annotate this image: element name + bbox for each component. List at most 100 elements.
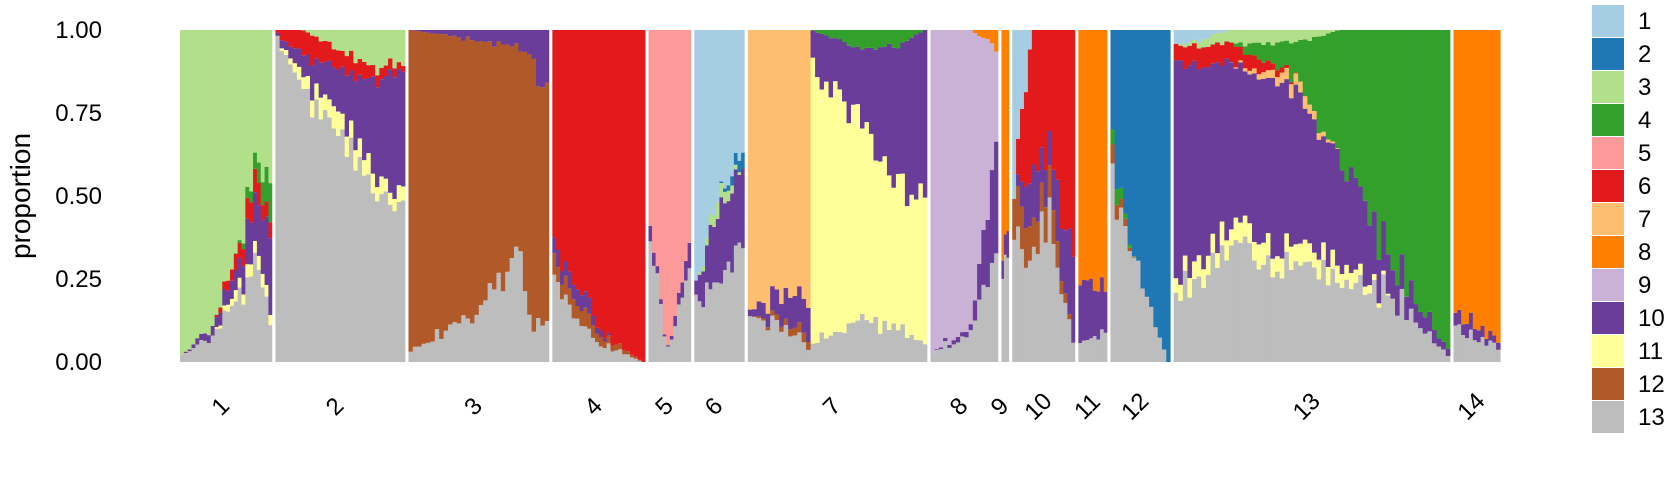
group-11	[1078, 30, 1108, 362]
segment-cluster-4	[1307, 40, 1313, 105]
segment-cluster-12	[417, 31, 423, 347]
segment-cluster-13	[824, 338, 830, 362]
segment-cluster-10	[960, 332, 965, 337]
segment-cluster-10	[448, 30, 454, 37]
segment-cluster-2	[741, 152, 746, 169]
segment-cluster-11	[226, 304, 231, 312]
segment-cluster-11	[357, 138, 363, 157]
segment-cluster-10	[801, 298, 807, 333]
segment-cluster-12	[408, 30, 414, 352]
segment-cluster-13	[1476, 342, 1482, 362]
legend-swatch-9	[1592, 269, 1624, 301]
segment-cluster-2	[730, 176, 735, 186]
segment-cluster-7	[770, 30, 776, 287]
segment-cluster-10	[470, 30, 476, 41]
segment-cluster-3	[349, 30, 354, 51]
segment-cluster-11	[1173, 278, 1179, 293]
segment-cluster-4	[891, 30, 897, 48]
segment-cluster-3	[245, 30, 250, 187]
segment-cluster-2	[1157, 30, 1163, 338]
segment-cluster-2	[1144, 30, 1150, 297]
segment-cluster-7	[774, 30, 780, 290]
segment-cluster-3	[362, 30, 367, 62]
segment-cluster-13	[408, 351, 414, 362]
legend-label-6: 6	[1638, 173, 1651, 200]
segment-cluster-6	[245, 197, 250, 219]
segment-cluster-13	[761, 320, 767, 362]
segment-cluster-13	[226, 311, 231, 362]
segment-cluster-10	[833, 38, 839, 82]
segment-cluster-12	[470, 40, 476, 324]
segment-cluster-11	[218, 325, 223, 329]
segment-cluster-10	[1003, 234, 1008, 255]
segment-cluster-8	[1476, 30, 1482, 331]
segment-cluster-12	[430, 33, 436, 342]
segment-cluster-12	[618, 343, 623, 350]
segment-cluster-13	[1353, 282, 1359, 362]
segment-cluster-3	[1215, 32, 1221, 43]
segment-cluster-11	[900, 173, 906, 325]
segment-cluster-3	[723, 191, 728, 204]
segment-cluster-11	[868, 133, 875, 324]
segment-cluster-7	[1284, 67, 1290, 80]
segment-cluster-13	[417, 346, 423, 362]
segment-cluster-13	[544, 320, 550, 362]
segment-cluster-1	[1020, 30, 1025, 109]
segment-cluster-10	[1335, 148, 1341, 266]
segment-cluster-10	[985, 219, 991, 288]
segment-cluster-13	[930, 353, 936, 362]
segment-cluster-10	[443, 30, 449, 35]
segment-cluster-13	[195, 344, 200, 362]
segment-cluster-10	[483, 30, 489, 42]
segment-cluster-12	[1059, 281, 1065, 295]
segment-cluster-5	[680, 30, 685, 283]
segment-cluster-11	[1256, 244, 1262, 270]
segment-cluster-10	[815, 32, 821, 78]
segment-cluster-3	[260, 30, 266, 183]
segment-cluster-1	[719, 30, 724, 182]
segment-cluster-10	[452, 30, 458, 36]
segment-cluster-10	[191, 344, 196, 349]
legend-label-4: 4	[1638, 107, 1651, 134]
segment-cluster-12	[761, 318, 767, 321]
segment-cluster-10	[741, 168, 746, 249]
segment-cluster-8	[972, 30, 978, 33]
segment-cluster-10	[895, 48, 902, 174]
segment-cluster-6	[1265, 60, 1272, 71]
segment-cluster-12	[587, 313, 592, 329]
segment-cluster-13	[370, 193, 376, 362]
segment-cluster-13	[1330, 268, 1336, 362]
segment-cluster-3	[1275, 30, 1281, 43]
segment-cluster-6	[322, 40, 328, 62]
legend-swatch-3	[1592, 71, 1624, 103]
segment-cluster-11	[851, 104, 857, 323]
segment-cluster-3	[305, 30, 311, 33]
segment-cluster-1	[1224, 30, 1230, 32]
segment-cluster-13	[388, 204, 393, 362]
segment-cluster-11	[340, 113, 346, 130]
segment-cluster-6	[598, 30, 604, 331]
segment-cluster-10	[335, 69, 341, 112]
segment-cluster-3	[726, 190, 731, 202]
segment-cluster-6	[237, 242, 243, 258]
segment-cluster-10	[195, 338, 200, 345]
segment-cluster-13	[1118, 207, 1124, 362]
segment-cluster-6	[583, 30, 588, 292]
segment-cluster-10	[237, 257, 243, 278]
segment-cluster-13	[669, 339, 674, 362]
segment-cluster-9	[989, 43, 995, 171]
group-12	[1110, 30, 1172, 362]
segment-cluster-4	[913, 30, 919, 35]
segment-cluster-13	[1136, 260, 1142, 362]
segment-cluster-7	[1242, 68, 1248, 72]
segment-cluster-4	[1358, 30, 1364, 187]
segment-cluster-6	[1071, 30, 1076, 257]
segment-cluster-10	[1103, 291, 1108, 333]
group-2	[275, 30, 406, 363]
segment-cluster-10	[388, 69, 393, 193]
segment-cluster-12	[448, 36, 454, 325]
segment-cluster-10	[1078, 285, 1083, 344]
segment-cluster-10	[370, 76, 376, 174]
segment-cluster-13	[1321, 259, 1327, 362]
segment-cluster-12	[518, 51, 524, 252]
